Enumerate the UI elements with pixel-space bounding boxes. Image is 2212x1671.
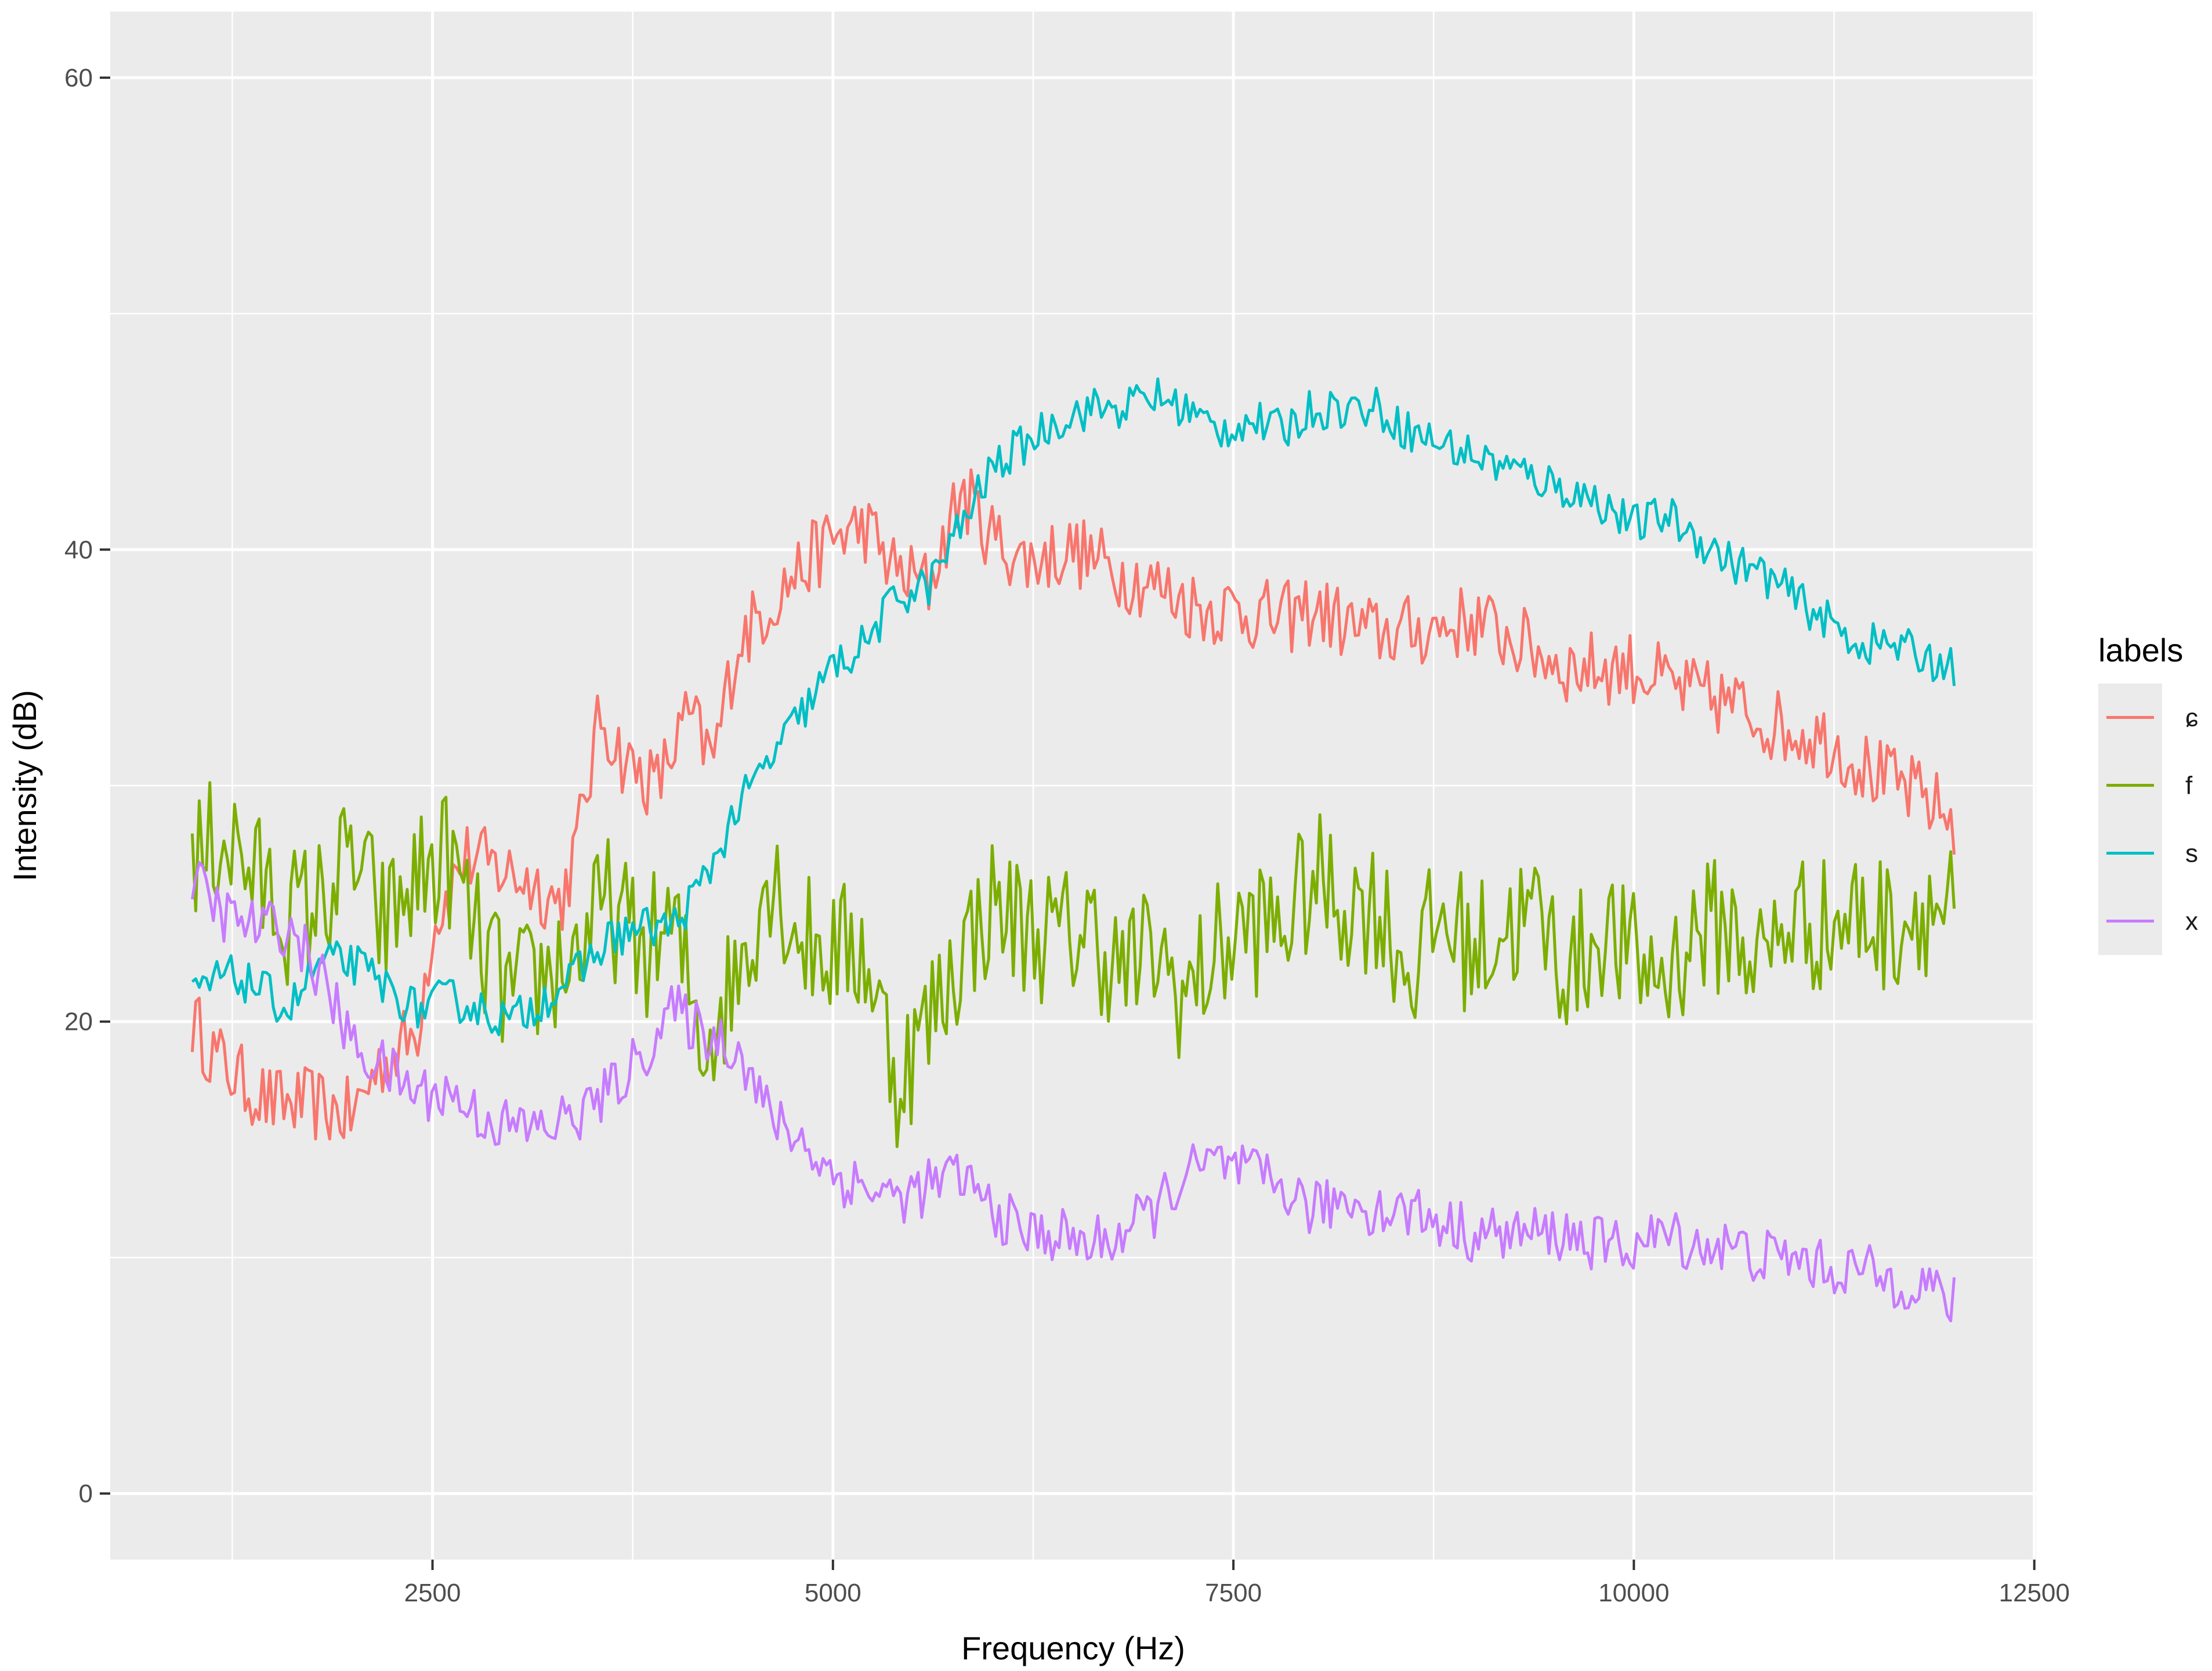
legend-item: s: [2106, 840, 2198, 868]
legend: labels ɕ f s x: [2098, 632, 2198, 955]
x-tick-label: 5000: [805, 1579, 861, 1607]
axis-ticks: [100, 76, 2036, 1570]
legend-label: f: [2185, 772, 2193, 800]
series-line-2: [190, 781, 1956, 1148]
y-tick-label: 0: [79, 1480, 93, 1508]
legend-label: s: [2185, 840, 2198, 868]
legend-item: ɕ: [2106, 704, 2198, 732]
y-tick-labels: 0 20 40 60: [64, 64, 93, 1508]
legend-title: labels: [2098, 632, 2183, 668]
x-axis-title: Frequency (Hz): [961, 1630, 1185, 1666]
x-tick-labels: 2500 5000 7500 10000 12500: [404, 1579, 2070, 1607]
series-line-4: [190, 861, 1956, 1323]
legend-label: ɕ: [2185, 704, 2198, 732]
series-lines: [190, 377, 1956, 1323]
y-tick-label: 60: [64, 64, 93, 92]
x-tick-label: 12500: [1999, 1579, 2070, 1607]
y-axis-title: Intensity (dB): [6, 690, 43, 881]
series-line-3: [191, 377, 1956, 1036]
x-tick-label: 10000: [1598, 1579, 1669, 1607]
y-tick-label: 20: [64, 1008, 93, 1036]
x-tick-label: 7500: [1205, 1579, 1262, 1607]
x-tick-label: 2500: [404, 1579, 461, 1607]
legend-key-background: [2098, 683, 2162, 955]
legend-item: x: [2106, 907, 2198, 936]
series-line-1: [190, 468, 1956, 1141]
y-tick-label: 40: [64, 536, 93, 564]
legend-items: ɕ f s x: [2106, 704, 2198, 936]
legend-item: f: [2106, 772, 2193, 800]
legend-label: x: [2185, 907, 2198, 936]
